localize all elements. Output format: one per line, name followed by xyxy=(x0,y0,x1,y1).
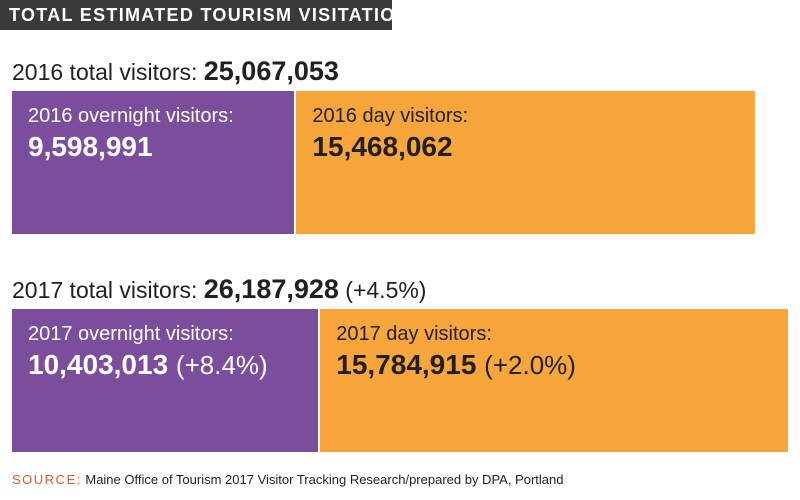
source-text: Maine Office of Tourism 2017 Visitor Tra… xyxy=(85,472,564,487)
change-overnight-2017: (+8.4%) xyxy=(175,350,268,380)
bar-value-day-2017: 15,784,915 (+2.0%) xyxy=(336,349,576,381)
bar-value-overnight-2016: 9,598,991 xyxy=(28,131,153,163)
total-line-2016: 2016 total visitors: 25,067,053 xyxy=(12,56,339,87)
total-label-2017: 2017 total visitors: xyxy=(12,277,198,303)
bar-day-2017: 2017 day visitors: 15,784,915 (+2.0%) xyxy=(320,309,788,452)
total-label-2016: 2016 total visitors: xyxy=(12,59,198,85)
total-line-2017: 2017 total visitors: 26,187,928 (+4.5%) xyxy=(12,274,426,305)
bar-overnight-2017: 2017 overnight visitors: 10,403,013 (+8.… xyxy=(12,309,319,452)
value-overnight-2016: 9,598,991 xyxy=(28,131,153,162)
total-value-2016: 25,067,053 xyxy=(203,56,339,86)
source-key: SOURCE: xyxy=(12,472,82,487)
value-overnight-2017: 10,403,013 xyxy=(28,349,169,380)
bar-label-day-2017: 2017 day visitors: xyxy=(336,323,492,345)
chart-header-bar: TOTAL ESTIMATED TOURISM VISITATION xyxy=(0,0,409,30)
bar-label-overnight-2017: 2017 overnight visitors: xyxy=(28,323,234,345)
bar-value-day-2016: 15,468,062 xyxy=(312,131,452,163)
chart-title: TOTAL ESTIMATED TOURISM VISITATION xyxy=(9,5,410,25)
total-value-2017: 26,187,928 xyxy=(203,274,339,304)
bar-label-day-2016: 2016 day visitors: xyxy=(312,105,469,127)
bar-overnight-2016: 2016 overnight visitors: 9,598,991 xyxy=(12,91,295,234)
total-change-2017: (+4.5%) xyxy=(345,277,427,303)
bar-day-2016: 2016 day visitors: 15,468,062 xyxy=(296,91,755,234)
value-day-2016: 15,468,062 xyxy=(312,131,453,162)
source-note: SOURCE: Maine Office of Tourism 2017 Vis… xyxy=(12,472,563,487)
change-day-2017: (+2.0%) xyxy=(484,350,576,380)
bar-value-overnight-2017: 10,403,013 (+8.4%) xyxy=(28,349,268,381)
bar-label-overnight-2016: 2016 overnight visitors: xyxy=(28,105,234,127)
value-day-2017: 15,784,915 xyxy=(336,349,477,380)
